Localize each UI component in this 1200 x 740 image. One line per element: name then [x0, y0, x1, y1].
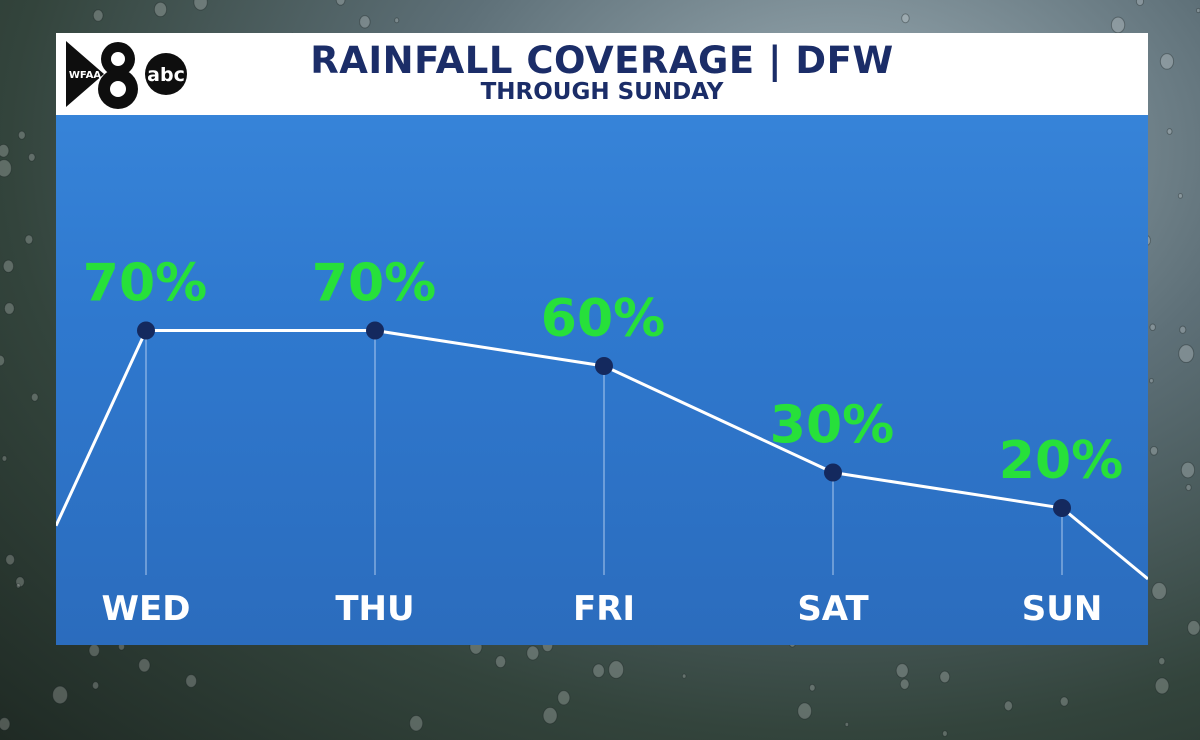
rain-drop — [15, 583, 21, 589]
point-marker-thu — [366, 321, 384, 340]
value-label-wed: 70% — [83, 254, 207, 314]
rain-drop — [138, 658, 151, 673]
rain-drop — [1185, 483, 1192, 492]
rain-drop — [1151, 582, 1167, 601]
rain-drop — [1178, 344, 1195, 363]
rain-drop — [92, 9, 104, 22]
rain-drop — [17, 130, 26, 140]
rain-drop — [359, 15, 371, 29]
rain-drop — [0, 354, 6, 367]
value-label-thu: 70% — [312, 254, 436, 314]
rain-drop — [409, 715, 424, 732]
rain-drop — [895, 663, 909, 679]
rain-drop — [394, 17, 400, 24]
rain-drop — [939, 670, 951, 684]
rain-drop — [494, 655, 507, 669]
value-label-sun: 20% — [999, 431, 1123, 491]
rain-drop — [1179, 325, 1187, 334]
rain-drop — [1177, 192, 1183, 199]
rain-drop — [1148, 377, 1154, 384]
value-label-sat: 30% — [770, 396, 894, 456]
rain-drop — [797, 702, 813, 720]
rain-drop — [1166, 128, 1173, 135]
rain-drop — [1003, 700, 1013, 712]
day-label-sat: SAT — [797, 589, 869, 629]
point-marker-sat — [824, 463, 842, 482]
chart-panel: WFAA 8 abc RAINFALL COVERAGE | DFW THROU… — [56, 33, 1148, 645]
rain-drop — [1187, 620, 1200, 636]
rain-drop — [608, 660, 625, 679]
logo-network-text: abc — [147, 64, 185, 86]
rain-drop — [15, 576, 25, 588]
rain-drop — [185, 674, 198, 688]
header-bar: WFAA 8 abc RAINFALL COVERAGE | DFW THROU… — [56, 33, 1148, 115]
rain-drop — [899, 678, 910, 690]
rain-drop — [27, 152, 36, 162]
point-marker-fri — [595, 357, 613, 375]
rain-drop — [1135, 0, 1145, 7]
point-marker-wed — [137, 321, 155, 340]
day-label-fri: FRI — [573, 589, 635, 629]
rain-drop — [844, 721, 850, 728]
rain-drop — [1158, 657, 1166, 666]
value-label-fri: 60% — [541, 289, 665, 349]
point-marker-sun — [1053, 499, 1071, 517]
rain-drop — [52, 685, 69, 705]
rain-drop — [1149, 445, 1159, 456]
rain-drop — [681, 673, 687, 679]
day-label-sun: SUN — [1022, 589, 1103, 629]
rain-drop — [1154, 677, 1170, 695]
rain-drop — [335, 0, 346, 6]
rain-drop — [0, 717, 11, 731]
day-label-wed: WED — [102, 589, 191, 629]
rain-drop — [0, 143, 10, 158]
rain-drop — [0, 159, 12, 178]
rain-drop — [901, 13, 910, 24]
rain-drop — [592, 663, 605, 678]
rain-drop — [1149, 323, 1156, 331]
page-subtitle: THROUGH SUNDAY — [480, 79, 724, 105]
rain-drop — [526, 645, 540, 661]
rain-drop — [942, 730, 948, 737]
logo-station-text: WFAA — [69, 70, 101, 81]
day-label-thu: THU — [335, 589, 414, 629]
rain-drop — [1, 455, 8, 462]
rain-drop — [1110, 16, 1126, 34]
rain-drop — [1159, 53, 1175, 70]
rain-drop — [1195, 7, 1200, 14]
rain-drop — [153, 1, 168, 18]
rain-drop — [193, 0, 208, 11]
rain-drop — [3, 302, 15, 315]
rain-drop — [24, 234, 34, 245]
rain-drop — [88, 643, 100, 657]
page-title: RAINFALL COVERAGE | DFW — [310, 39, 894, 82]
rain-drop — [91, 681, 100, 690]
wfaa-abc-logo: WFAA 8 abc — [66, 41, 187, 109]
rain-drop — [542, 706, 558, 725]
rain-drop — [30, 392, 39, 402]
rain-drop — [1059, 696, 1069, 707]
rain-drop — [5, 553, 16, 566]
rain-drop — [2, 259, 15, 273]
rain-drop — [1180, 461, 1196, 479]
rain-drop — [557, 690, 571, 706]
rain-drop — [808, 683, 816, 692]
rainfall-line-chart: 70% WED 70% THU 60% FRI 30% SAT 20% SUN — [56, 254, 1148, 629]
